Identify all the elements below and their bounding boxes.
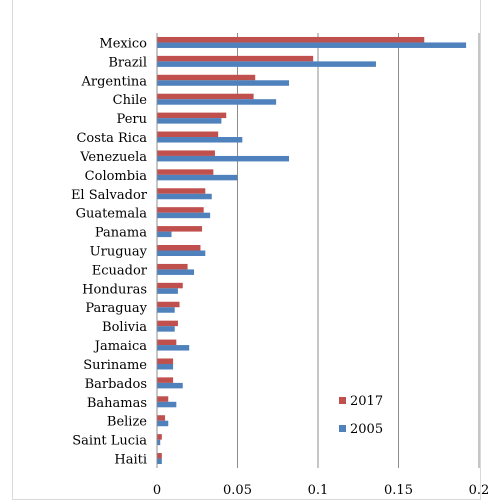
bar-2017-peru	[157, 112, 227, 119]
x-tick-label-0-2: 0.2	[469, 483, 490, 498]
bar-2017-suriname	[157, 358, 174, 364]
category-label-honduras: Honduras	[82, 282, 147, 297]
bar-2017-brazil	[157, 55, 314, 62]
bar-2017-jamaica	[157, 339, 177, 346]
category-label-chile: Chile	[113, 93, 148, 108]
bar-2017-uruguay	[157, 245, 201, 251]
bar-2017-panama	[157, 226, 203, 232]
bar-2005-paraguay	[157, 307, 175, 313]
bar-2017-belize	[157, 415, 166, 421]
legend-label-2005: 2005	[350, 422, 383, 437]
bars	[157, 36, 467, 465]
bar-2005-colombia	[157, 174, 238, 181]
category-label-suriname: Suriname	[83, 358, 147, 373]
bar-2005-barbados	[157, 382, 183, 389]
x-tick-label-0: 0	[153, 483, 161, 498]
bar-2005-ecuador	[157, 269, 195, 275]
category-labels: Mexico Brazil Argentina Chile Peru Costa Rica…	[71, 36, 148, 467]
bar-2017-bahamas	[157, 396, 169, 402]
x-tick-labels: 0 0.05 0.1 0.15 0.2	[153, 483, 489, 498]
bar-2017-bolivia	[157, 320, 178, 327]
category-label-mexico: Mexico	[99, 36, 147, 51]
bar-2017-ecuador	[157, 263, 188, 270]
bar-2005-suriname	[157, 363, 174, 370]
x-tick-label-0-1: 0.1	[308, 483, 329, 498]
category-label-saint-lucia: Saint Lucia	[72, 434, 147, 449]
bar-2005-bahamas	[157, 401, 177, 408]
bar-2017-guatemala	[157, 207, 204, 213]
bar-2017-paraguay	[157, 301, 180, 308]
category-label-bolivia: Bolivia	[102, 320, 147, 335]
gridlines	[237, 33, 480, 468]
category-label-guatemala: Guatemala	[76, 207, 148, 222]
category-label-panama: Panama	[95, 226, 147, 241]
bar-2017-chile	[157, 93, 254, 100]
category-label-paraguay: Paraguay	[85, 301, 147, 316]
bar-2005-costa-rica	[157, 137, 243, 143]
category-label-jamaica: Jamaica	[93, 339, 147, 354]
x-tick-label-0-05: 0.05	[223, 483, 252, 498]
category-label-venezuela: Venezuela	[79, 150, 147, 165]
bar-2005-honduras	[157, 288, 178, 294]
bar-2017-haiti	[157, 453, 162, 459]
category-label-barbados: Barbados	[85, 377, 147, 392]
bar-2005-chile	[157, 99, 277, 105]
category-label-ecuador: Ecuador	[92, 263, 148, 278]
bar-2017-saint-lucia	[157, 434, 162, 440]
bar-2005-haiti	[157, 458, 162, 465]
bar-2005-el-salvador	[157, 193, 212, 200]
x-tick-label-0-15: 0.15	[384, 483, 413, 498]
category-label-costa-rica: Costa Rica	[76, 131, 147, 146]
legend-swatch-2017	[339, 397, 346, 404]
bar-2017-colombia	[157, 169, 214, 175]
category-label-haiti: Haiti	[114, 453, 147, 468]
category-label-brazil: Brazil	[108, 55, 147, 70]
bar-2017-barbados	[157, 377, 174, 383]
bar-2005-mexico	[157, 42, 467, 48]
bar-2017-mexico	[157, 36, 425, 43]
legend-swatch-2005	[339, 425, 346, 432]
bar-2005-brazil	[157, 61, 376, 67]
category-label-uruguay: Uruguay	[90, 245, 148, 260]
legend-label-2017: 2017	[350, 394, 383, 409]
category-label-argentina: Argentina	[81, 74, 148, 89]
bar-2005-panama	[157, 231, 172, 238]
category-label-belize: Belize	[107, 415, 147, 430]
chart-frame	[12, 0, 481, 500]
bar-2017-el-salvador	[157, 188, 206, 194]
bar-2005-uruguay	[157, 250, 206, 256]
bar-2017-honduras	[157, 282, 183, 289]
bar-2017-venezuela	[157, 150, 215, 156]
category-label-peru: Peru	[117, 112, 147, 127]
bar-2005-peru	[157, 118, 222, 124]
bar-2005-jamaica	[157, 345, 190, 351]
legend: 2017 2005	[339, 394, 383, 437]
bar-2005-belize	[157, 420, 169, 427]
bar-2005-guatemala	[157, 212, 211, 219]
bar-2005-argentina	[157, 80, 290, 86]
category-label-bahamas: Bahamas	[87, 396, 147, 411]
bar-2017-costa-rica	[157, 131, 219, 138]
category-label-colombia: Colombia	[85, 169, 148, 184]
category-label-el-salvador: El Salvador	[71, 188, 148, 203]
bar-2005-venezuela	[157, 155, 290, 162]
bar-2005-bolivia	[157, 326, 175, 332]
bar-2017-argentina	[157, 74, 256, 81]
bar-2005-saint-lucia	[157, 439, 161, 446]
